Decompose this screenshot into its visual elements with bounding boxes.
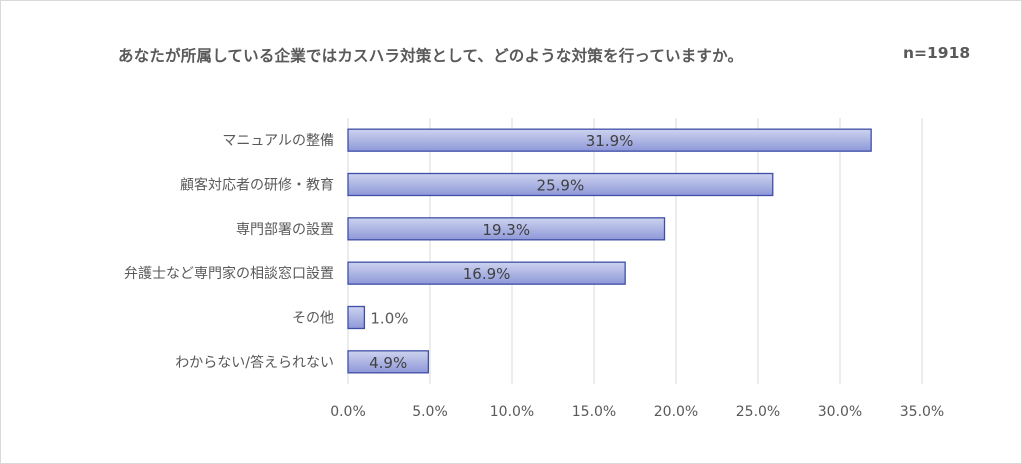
chart-subtitle: n=1918 (903, 44, 971, 62)
bar (347, 217, 666, 241)
gridlines (347, 118, 923, 384)
category-label: その他 (292, 311, 334, 327)
data-labels: 31.9% 25.9% 19.3% 16.9% 1.0% 4.9% (369, 132, 633, 372)
bar (347, 305, 366, 330)
x-tick-label: 5.0% (412, 404, 448, 420)
bar (347, 128, 872, 152)
category-label: 専門部署の設置 (236, 222, 334, 238)
data-label: 19.3% (482, 221, 530, 239)
bar (347, 261, 626, 285)
bars (347, 128, 872, 374)
x-tick-label: 30.0% (818, 404, 862, 420)
data-label: 4.9% (369, 354, 407, 372)
x-axis-tick-labels: 0.0% 5.0% 10.0% 15.0% 20.0% 25.0% 30.0% 35.0% (330, 404, 944, 420)
data-label: 31.9% (586, 132, 634, 150)
data-label: 25.9% (537, 177, 585, 195)
title-row: あなたが所属している企業ではカスハラ対策として、どのような対策を行っていますか。… (0, 44, 1022, 74)
x-tick-label: 35.0% (900, 404, 944, 420)
category-label: 顧客対応者の研修・教育 (180, 177, 334, 194)
bar (347, 350, 430, 374)
category-label: 弁護士など専門家の相談窓口設置 (124, 265, 334, 282)
bar (347, 172, 774, 197)
category-label: わからない/答えられない (175, 354, 334, 371)
x-tick-label: 10.0% (490, 404, 534, 420)
x-tick-label: 0.0% (330, 404, 366, 420)
category-label: マニュアルの整備 (222, 133, 334, 149)
category-labels: マニュアルの整備顧客対応者の研修・教育専門部署の設置弁護士など専門家の相談窓口設… (124, 133, 334, 371)
chart-title: あなたが所属している企業ではカスハラ対策として、どのような対策を行っていますか。 (118, 47, 744, 65)
x-tick-label: 15.0% (572, 404, 616, 420)
x-tick-label: 20.0% (654, 404, 698, 420)
x-tick-label: 25.0% (736, 404, 780, 420)
data-label: 1.0% (370, 310, 408, 328)
data-label: 16.9% (463, 265, 511, 283)
